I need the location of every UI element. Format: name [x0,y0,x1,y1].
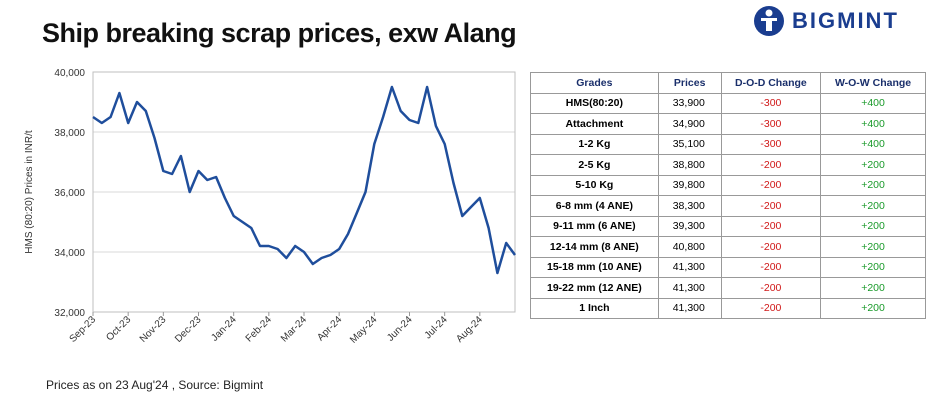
logo-icon [754,6,784,36]
logo: BIGMINT [752,4,899,38]
table-row: 19-22 mm (12 ANE) 41,300 -200 +200 [530,277,926,299]
y-tick-label: 36,000 [54,188,85,199]
table-cell: +200 [820,195,926,217]
table-cell: 39,800 [657,174,722,196]
x-tick-label: May-24 [348,314,380,346]
table-cell: 41,300 [657,256,722,278]
table-cell: -300 [720,92,822,114]
table-cell: 40,800 [657,236,722,258]
table-cell: 39,300 [657,215,722,237]
table-cell: -300 [720,133,822,155]
table-cell: 5-10 Kg [530,174,659,196]
table-cell: 35,100 [657,133,722,155]
table-row: 5-10 Kg 39,800 -200 +200 [530,174,926,196]
header-cell: Grades [530,72,659,94]
table-cell: +400 [820,133,926,155]
table-cell: 1 Inch [530,297,659,319]
table-cell: Attachment [530,113,659,135]
x-tick-label: Feb-24 [244,314,274,344]
x-tick-label: Aug-24 [454,314,485,345]
chart: HMS (80:20) Prices in INR/t 32,000 34,000… [24,68,517,346]
header-row: Grades Prices D-O-D Change W-O-W Change [530,72,926,94]
y-tick-label: 38,000 [54,128,85,139]
x-tick-label: Jul-24 [423,314,450,341]
table-row: Attachment 34,900 -300 +400 [530,113,926,135]
y-tick-label: 40,000 [54,68,85,79]
table-cell: 34,900 [657,113,722,135]
table-cell: -200 [720,215,822,237]
table-cell: +200 [820,174,926,196]
table-cell: +200 [820,236,926,258]
table-cell: -300 [720,113,822,135]
table-row: 1 Inch 41,300 -200 +200 [530,297,926,319]
x-tick-label: Jan-24 [209,314,239,344]
header-cell: Prices [657,72,722,94]
header-cell: D-O-D Change [720,72,822,94]
x-tick-label: Mar-24 [279,314,309,344]
x-tick-label: Nov-23 [138,314,169,345]
y-tick-label: 32,000 [54,308,85,319]
price-line [92,85,517,275]
table-cell: +200 [820,297,926,319]
table-cell: 6-8 mm (4 ANE) [530,195,659,217]
table-row: 2-5 Kg 38,800 -200 +200 [530,154,926,176]
footnote: Prices as on 23 Aug'24 , Source: Bigmint [46,378,264,392]
table-body: HMS(80:20) 33,900 -300 +400 Attachment 34,900… [530,92,926,319]
table-cell: 38,300 [657,195,722,217]
table-cell: +200 [820,256,926,278]
table-cell: +200 [820,277,926,299]
table-cell: +200 [820,154,926,176]
table-cell: 1-2 Kg [530,133,659,155]
table-cell: -200 [720,236,822,258]
table-cell: +200 [820,215,926,237]
table-cell: 2-5 Kg [530,154,659,176]
table-cell: 38,800 [657,154,722,176]
table-cell: -200 [720,174,822,196]
table-cell: 33,900 [657,92,722,114]
table-cell: 9-11 mm (6 ANE) [530,215,659,237]
x-tick-label: Oct-23 [104,314,133,343]
table-cell: -200 [720,256,822,278]
table-cell: -200 [720,154,822,176]
table-row: 1-2 Kg 35,100 -300 +400 [530,133,926,155]
table-cell: +400 [820,113,926,135]
brand-name: BIGMINT [792,8,899,33]
table-cell: -200 [720,195,822,217]
table-cell: 19-22 mm (12 ANE) [530,277,659,299]
y-axis-title: HMS (80:20) Prices in INR/t [24,130,35,254]
table-cell: +400 [820,92,926,114]
y-tick-label: 34,000 [54,248,85,259]
table-row: 6-8 mm (4 ANE) 38,300 -200 +200 [530,195,926,217]
table-row: 12-14 mm (8 ANE) 40,800 -200 +200 [530,236,926,258]
table-cell: 12-14 mm (8 ANE) [530,236,659,258]
table-cell: -200 [720,277,822,299]
table-cell: -200 [720,297,822,319]
table-cell: 41,300 [657,277,722,299]
x-tick-label: Apr-24 [315,314,344,343]
table-cell: 41,300 [657,297,722,319]
x-tick-label: Jun-24 [385,314,415,344]
table-cell: HMS(80:20) [530,92,659,114]
table-row: 15-18 mm (10 ANE) 41,300 -200 +200 [530,256,926,278]
table-row: 9-11 mm (6 ANE) 39,300 -200 +200 [530,215,926,237]
x-tick-label: Dec-23 [173,314,204,345]
table-cell: 15-18 mm (10 ANE) [530,256,659,278]
header-cell: W-O-W Change [820,72,926,94]
title: Ship breaking scrap prices, exw Alang [42,18,517,48]
table-row: HMS(80:20) 33,900 -300 +400 [530,92,926,114]
price-table: Grades Prices D-O-D Change W-O-W Change HMS(… [530,72,926,319]
